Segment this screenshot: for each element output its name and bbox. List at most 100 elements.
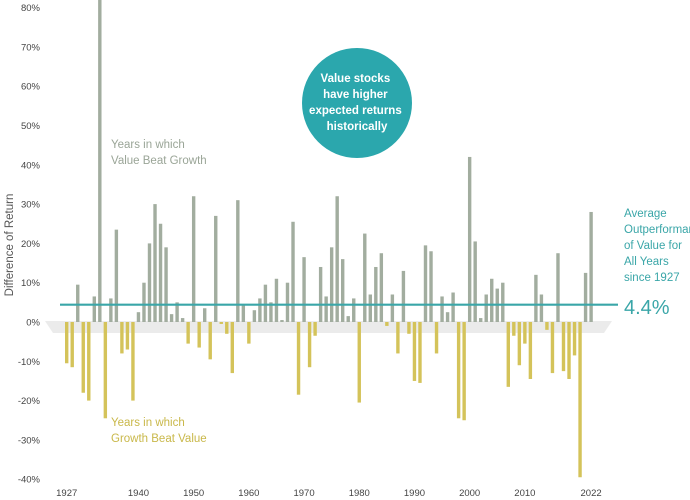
- value-bar: [440, 296, 444, 322]
- value-bar: [180, 318, 185, 322]
- value-bar: [191, 196, 196, 322]
- growth-bar: [197, 322, 201, 348]
- average-label-line-2: Outperformance: [624, 224, 690, 236]
- growth-bar: [357, 322, 361, 403]
- growth-bar: [517, 322, 522, 366]
- growth-bar: [103, 322, 108, 419]
- growth-bar: [567, 322, 571, 379]
- growth-bar: [506, 322, 510, 387]
- bubble-line-3: expected returns: [309, 105, 402, 117]
- value-bar: [158, 223, 163, 322]
- value-bar: [479, 318, 483, 322]
- growth-bar: [131, 322, 135, 401]
- bubble-line-1: Value stocks: [321, 73, 391, 85]
- x-tick-label: 1990: [404, 488, 425, 499]
- growth-bar: [418, 322, 422, 383]
- value-bar: [241, 304, 246, 322]
- x-tick-label: 1940: [128, 488, 149, 499]
- value-bar: [318, 266, 323, 322]
- value-bar: [583, 272, 588, 323]
- y-tick-label: 20%: [21, 239, 41, 250]
- growth-bar: [512, 322, 516, 336]
- x-tick-label: 2022: [581, 488, 602, 499]
- value-bar: [374, 266, 378, 322]
- value-bar: [335, 196, 339, 322]
- y-tick-label: -10%: [18, 357, 41, 368]
- bubble-line-2: have higher: [323, 89, 388, 101]
- value-bar: [451, 292, 455, 322]
- value-bar: [147, 243, 152, 322]
- value-bar: [136, 312, 141, 323]
- growth-bar: [545, 322, 549, 330]
- growth-bar: [247, 322, 251, 344]
- y-axis-label: Difference of Return: [4, 194, 16, 297]
- value-bar: [214, 215, 218, 322]
- growth-bar: [65, 322, 69, 364]
- growth-bar: [225, 322, 229, 334]
- y-tick-label: 30%: [21, 200, 41, 211]
- growth-bar: [434, 322, 439, 354]
- y-axis: -40% -30% -20% -10% 0% 10% 20% 30% 40% 50% 60% 70% 8…: [18, 3, 41, 486]
- growth-bar: [407, 322, 411, 334]
- growth-beat-line-2: Growth Beat Value: [111, 433, 207, 445]
- growth-bar: [572, 322, 577, 356]
- growth-bar: [313, 322, 317, 336]
- value-bar: [445, 312, 450, 323]
- value-bar: [363, 233, 367, 322]
- x-axis: 1927 1940 1950 1960 1970 1980 1990 2000 2010 2022: [56, 488, 602, 499]
- x-tick-label: 1980: [349, 488, 370, 499]
- growth-bar: [523, 322, 527, 344]
- value-bar: [534, 274, 538, 322]
- value-bar: [76, 284, 80, 323]
- growth-bar: [456, 322, 461, 419]
- y-tick-label: 10%: [21, 278, 41, 289]
- value-bar: [280, 320, 284, 323]
- growth-bar: [208, 322, 212, 360]
- x-tick-label: 2010: [514, 488, 535, 499]
- growth-beat-line-1: Years in which: [111, 417, 185, 429]
- value-bar: [274, 278, 279, 322]
- value-stocks-bubble: [302, 48, 412, 158]
- growth-bar: [230, 322, 234, 374]
- value-bar: [169, 314, 174, 322]
- x-tick-label: 1970: [293, 488, 314, 499]
- y-tick-label: 60%: [21, 82, 41, 93]
- value-bar: [379, 253, 384, 322]
- bar-series: [65, 0, 593, 478]
- growth-bar: [70, 322, 74, 368]
- value-bar: [352, 298, 356, 322]
- zero-band: [45, 321, 612, 333]
- growth-bar: [120, 322, 124, 354]
- value-bar: [142, 282, 146, 322]
- bubble-line-4: historically: [327, 121, 388, 133]
- value-bar: [368, 294, 372, 322]
- growth-bar: [528, 322, 533, 379]
- value-bar: [401, 270, 406, 322]
- value-bar: [263, 284, 268, 323]
- growth-bar: [550, 322, 555, 374]
- x-tick-label: 1927: [56, 488, 77, 499]
- growth-bar: [396, 322, 400, 354]
- y-tick-label: -40%: [18, 475, 41, 486]
- growth-bar: [125, 322, 130, 350]
- average-label: Average Outperformance of Value for All …: [624, 208, 690, 284]
- value-bar: [258, 298, 262, 322]
- value-bar: [92, 296, 96, 322]
- value-bar: [467, 156, 472, 322]
- value-bar: [484, 294, 488, 322]
- value-bar: [269, 302, 273, 322]
- growth-bar: [87, 322, 91, 401]
- value-bar: [556, 253, 560, 322]
- value-bar: [98, 0, 102, 322]
- value-bar: [291, 221, 295, 322]
- value-bar: [285, 282, 290, 322]
- average-label-line-5: since 1927: [624, 272, 680, 284]
- x-tick-label: 1960: [238, 488, 259, 499]
- y-tick-label: -30%: [18, 435, 41, 446]
- growth-bar: [561, 322, 566, 372]
- growth-bar: [578, 322, 582, 478]
- value-bar: [252, 310, 257, 322]
- value-bar: [423, 245, 428, 323]
- value-beat-annotation: Years in which Value Beat Growth: [111, 139, 207, 167]
